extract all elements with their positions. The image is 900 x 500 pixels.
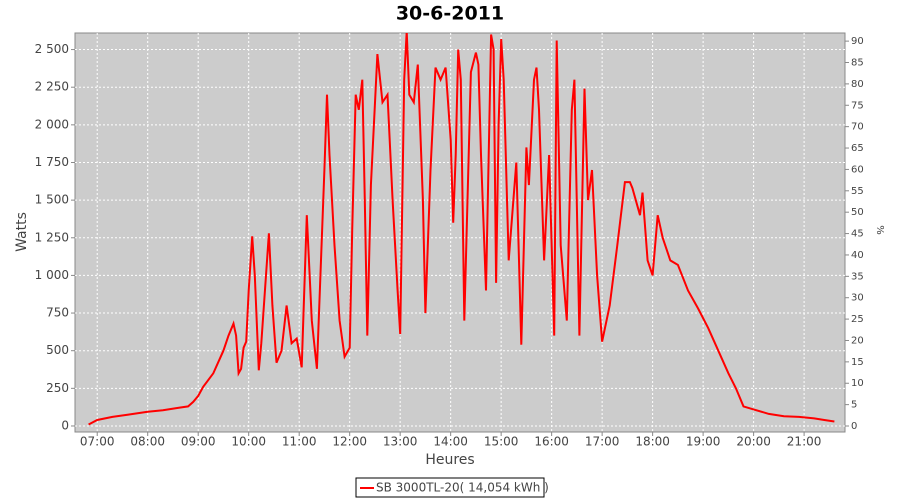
y-tick-label: 1 000 <box>35 268 69 282</box>
y2-tick-label: 75 <box>851 100 864 111</box>
x-tick-label: 16:00 <box>534 435 569 449</box>
y-axis-label: Watts <box>14 212 30 252</box>
x-tick-label: 12:00 <box>332 435 367 449</box>
x-tick-label: 13:00 <box>383 435 418 449</box>
y2-tick-label: 35 <box>851 271 864 282</box>
y2-axis-label: % <box>874 225 885 235</box>
y2-tick-label: 85 <box>851 58 864 69</box>
y-tick-label: 250 <box>46 381 69 395</box>
y-tick-label: 0 <box>61 418 69 432</box>
x-tick-label: 19:00 <box>686 435 721 449</box>
legend-label: SB 3000TL-20( 14,054 kWh ) <box>376 481 549 495</box>
y2-tick-label: 15 <box>851 357 864 368</box>
y-tick-label: 500 <box>46 343 69 357</box>
data-line <box>88 33 835 426</box>
plot-area <box>74 32 846 433</box>
x-tick-label: 20:00 <box>736 435 771 449</box>
y-tick-label: 2 000 <box>35 117 69 131</box>
y2-tick-label: 90 <box>851 36 864 47</box>
x-tick-label: 18:00 <box>635 435 670 449</box>
y2-tick-label: 70 <box>851 122 864 133</box>
x-axis-label: Heures <box>425 452 474 468</box>
y2-tick-label: 65 <box>851 143 864 154</box>
x-tick-label: 15:00 <box>484 435 519 449</box>
y2-tick-label: 0 <box>851 421 857 432</box>
y-tick-label: 1 500 <box>35 193 69 207</box>
y-tick-label: 750 <box>46 306 69 320</box>
y-tick-label: 2 500 <box>35 42 69 56</box>
y-tick-label: 1 750 <box>35 155 69 169</box>
y2-tick-label: 5 <box>851 400 857 411</box>
x-tick-label: 09:00 <box>181 435 216 449</box>
y2-tick-label: 25 <box>851 314 864 325</box>
x-tick-label: 21:00 <box>787 435 822 449</box>
x-tick-label: 11:00 <box>282 435 317 449</box>
x-tick-label: 08:00 <box>130 435 165 449</box>
x-tick-label: 17:00 <box>585 435 620 449</box>
y2-tick-label: 55 <box>851 186 864 197</box>
y2-tick-label: 80 <box>851 79 864 90</box>
y-tick-label: 1 250 <box>35 230 69 244</box>
x-tick-label: 14:00 <box>433 435 468 449</box>
y2-tick-label: 20 <box>851 335 864 346</box>
legend <box>355 477 545 498</box>
x-tick-label: 07:00 <box>80 435 115 449</box>
y2-tick-label: 40 <box>851 250 864 261</box>
chart-title: 30-6-2011 <box>396 3 504 25</box>
y2-tick-label: 10 <box>851 378 864 389</box>
y2-tick-label: 45 <box>851 229 864 240</box>
y2-tick-label: 50 <box>851 207 864 218</box>
y-tick-label: 2 250 <box>35 80 69 94</box>
y2-tick-label: 30 <box>851 293 864 304</box>
y2-tick-label: 60 <box>851 164 864 175</box>
x-tick-label: 10:00 <box>231 435 266 449</box>
